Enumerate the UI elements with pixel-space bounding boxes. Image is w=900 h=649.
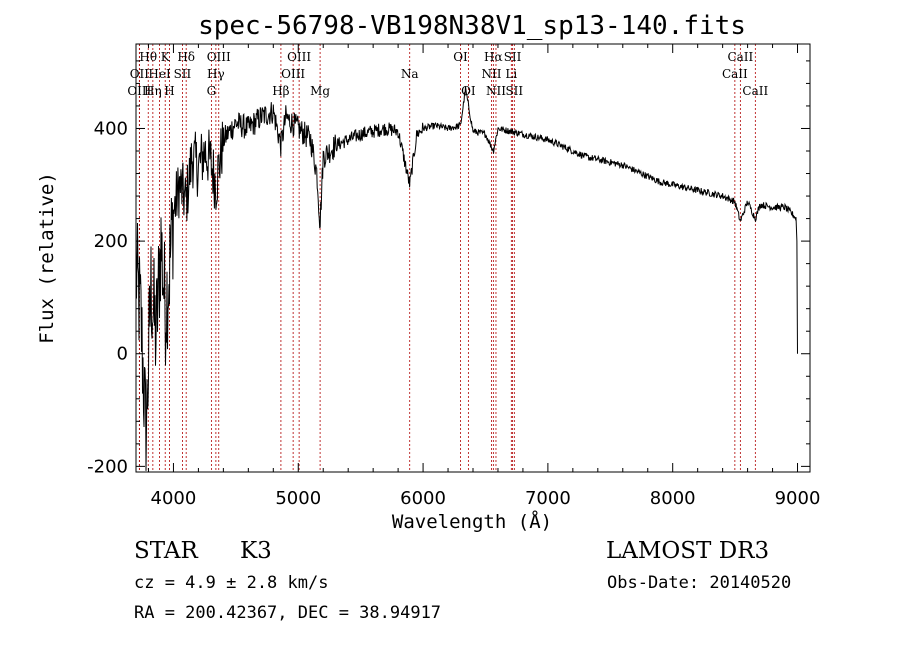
y-axis: -200 0 200 400 bbox=[87, 60, 810, 477]
line-label: NII bbox=[486, 84, 506, 98]
line-label: OI bbox=[453, 50, 468, 64]
line-label: K bbox=[161, 50, 171, 64]
object-type: STAR bbox=[134, 538, 198, 564]
line-label: SII bbox=[504, 50, 522, 64]
emission-line-markers bbox=[138, 44, 756, 472]
line-label: Hδ bbox=[177, 50, 195, 64]
survey-name: LAMOST DR3 bbox=[606, 538, 770, 564]
x-tick-label: 5000 bbox=[275, 488, 321, 509]
observation-date: Obs-Date: 20140520 bbox=[607, 573, 792, 593]
redshift-velocity: cz = 4.9 ± 2.8 km/s bbox=[134, 573, 329, 593]
y-tick-label: -200 bbox=[87, 456, 128, 477]
line-label: NII bbox=[481, 67, 501, 81]
y-tick-label: 0 bbox=[117, 344, 128, 365]
line-label: Na bbox=[401, 67, 419, 81]
line-label: CaII bbox=[742, 84, 768, 98]
line-label: CaII bbox=[722, 67, 748, 81]
y-tick-label: 200 bbox=[94, 231, 128, 252]
line-label: OIII bbox=[281, 67, 305, 81]
line-label: Li bbox=[505, 67, 517, 81]
line-label: Hη bbox=[144, 84, 162, 98]
line-label: HeI bbox=[148, 67, 171, 81]
x-tick-label: 6000 bbox=[400, 488, 446, 509]
y-tick-label: 400 bbox=[94, 118, 128, 139]
x-tick-label: 9000 bbox=[775, 488, 821, 509]
line-label: OI bbox=[461, 84, 476, 98]
line-label: OIII bbox=[287, 50, 311, 64]
x-axis: 4000 5000 6000 7000 8000 9000 bbox=[147, 44, 821, 509]
x-tick-label: 4000 bbox=[151, 488, 197, 509]
line-label: Hθ bbox=[139, 50, 157, 64]
x-axis-label: Wavelength (Å) bbox=[392, 510, 552, 533]
line-label: SII bbox=[505, 84, 523, 98]
coordinates: RA = 200.42367, DEC = 38.94917 bbox=[134, 603, 442, 623]
line-label: OIII bbox=[127, 84, 151, 98]
chart-title: spec-56798-VB198N38V1_sp13-140.fits bbox=[198, 11, 746, 41]
line-label: Hγ bbox=[207, 67, 225, 81]
x-tick-label: 8000 bbox=[650, 488, 696, 509]
line-label: SII bbox=[174, 67, 192, 81]
line-label: Hβ bbox=[272, 84, 289, 98]
line-label: H bbox=[164, 84, 174, 98]
line-label: OII bbox=[130, 67, 150, 81]
line-label: Hα bbox=[484, 50, 503, 64]
y-axis-label: Flux (relative) bbox=[36, 172, 58, 344]
spectrum-layer bbox=[135, 86, 798, 471]
line-label: G bbox=[207, 84, 217, 98]
plot-frame bbox=[135, 43, 811, 473]
x-tick-label: 7000 bbox=[525, 488, 571, 509]
line-label: CaII bbox=[727, 50, 753, 64]
line-label: Mg bbox=[310, 84, 330, 98]
spectrum-line bbox=[135, 86, 798, 471]
line-label: OIII bbox=[207, 50, 231, 64]
spectral-subclass: K3 bbox=[240, 538, 272, 564]
